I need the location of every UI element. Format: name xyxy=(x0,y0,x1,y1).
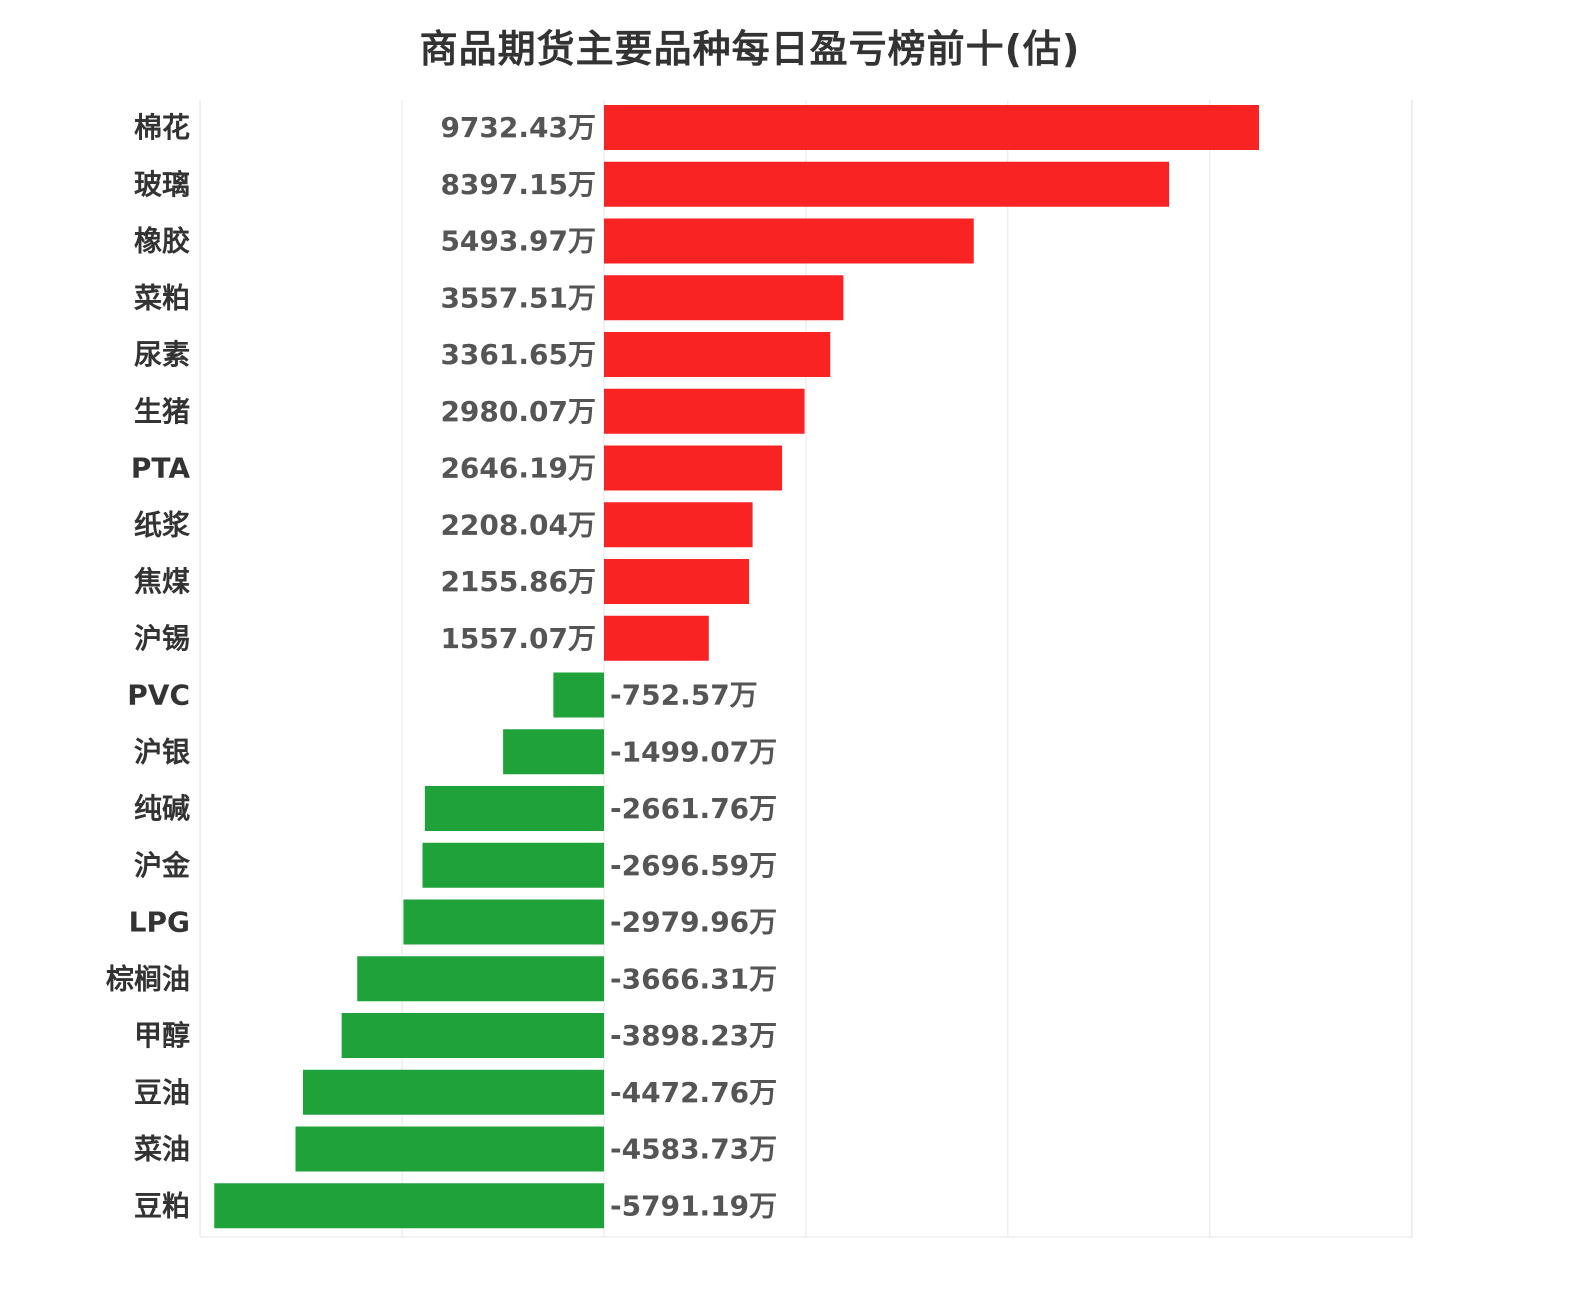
bar xyxy=(553,672,604,718)
bar xyxy=(503,729,604,775)
bar xyxy=(604,161,1170,207)
bar xyxy=(604,105,1259,150)
bar xyxy=(604,218,974,264)
category-label: 甲醇 xyxy=(134,1019,190,1052)
data-label: 9732.43万 xyxy=(440,111,596,144)
bar xyxy=(214,1183,604,1229)
category-label: 沪银 xyxy=(134,735,191,768)
data-label: 5493.97万 xyxy=(440,225,596,258)
bar xyxy=(604,502,753,548)
data-label: -752.57万 xyxy=(610,679,758,712)
bar xyxy=(604,388,805,434)
data-label: -4472.76万 xyxy=(610,1076,777,1109)
bar xyxy=(357,956,604,1002)
grid-lines xyxy=(199,100,1413,1238)
bar xyxy=(604,615,709,661)
data-label: -1499.07万 xyxy=(610,735,777,768)
category-label: 玻璃 xyxy=(134,168,190,201)
category-label: 菜粕 xyxy=(134,281,190,314)
category-label: 棉花 xyxy=(134,111,190,144)
bars xyxy=(214,105,1259,1229)
data-label: 1557.07万 xyxy=(440,622,596,655)
category-label: LPG xyxy=(129,906,190,939)
category-label: 纸浆 xyxy=(134,508,191,541)
bar xyxy=(295,1126,604,1172)
data-label: 2208.04万 xyxy=(440,508,596,541)
bar xyxy=(403,899,604,945)
category-label: 纯碱 xyxy=(134,792,190,825)
category-label: PVC xyxy=(127,679,190,712)
data-label: -2661.76万 xyxy=(610,792,777,825)
chart-title: 商品期货主要品种每日盈亏榜前十(估) xyxy=(419,27,1081,71)
data-label: 8397.15万 xyxy=(440,168,596,201)
category-label: 豆油 xyxy=(134,1076,190,1109)
category-label: 豆粕 xyxy=(134,1189,190,1222)
data-label: 2155.86万 xyxy=(440,565,596,598)
value-labels: 9732.43万 8397.15万 5493.97万 3557.51万 3361.65万… xyxy=(440,111,777,1222)
bar xyxy=(302,1069,604,1115)
data-label: -2696.59万 xyxy=(610,849,777,882)
category-label: 菜油 xyxy=(134,1133,190,1166)
category-label: 生猪 xyxy=(134,395,190,428)
data-label: 3361.65万 xyxy=(440,338,596,371)
data-label: -5791.19万 xyxy=(610,1189,777,1222)
category-label: 橡胶 xyxy=(134,225,190,258)
data-label: -3666.31万 xyxy=(610,962,777,995)
bar xyxy=(604,445,783,491)
bar xyxy=(341,1013,604,1058)
data-label: -4583.73万 xyxy=(610,1133,777,1166)
category-label: 尿素 xyxy=(134,338,190,371)
bar xyxy=(422,842,604,888)
bar xyxy=(604,559,750,604)
data-label: -2979.96万 xyxy=(610,906,777,939)
bar xyxy=(424,786,604,831)
category-label: 棕榈油 xyxy=(106,962,190,995)
bar xyxy=(604,275,844,321)
data-label: 3557.51万 xyxy=(440,281,596,314)
data-label: -3898.23万 xyxy=(610,1019,777,1052)
category-label: 沪锡 xyxy=(134,622,190,655)
data-label: 2980.07万 xyxy=(440,395,596,428)
category-label: PTA xyxy=(131,452,190,485)
category-label: 沪金 xyxy=(134,849,191,882)
data-label: 2646.19万 xyxy=(440,452,596,485)
category-label: 焦煤 xyxy=(134,565,190,598)
bar xyxy=(604,332,831,377)
